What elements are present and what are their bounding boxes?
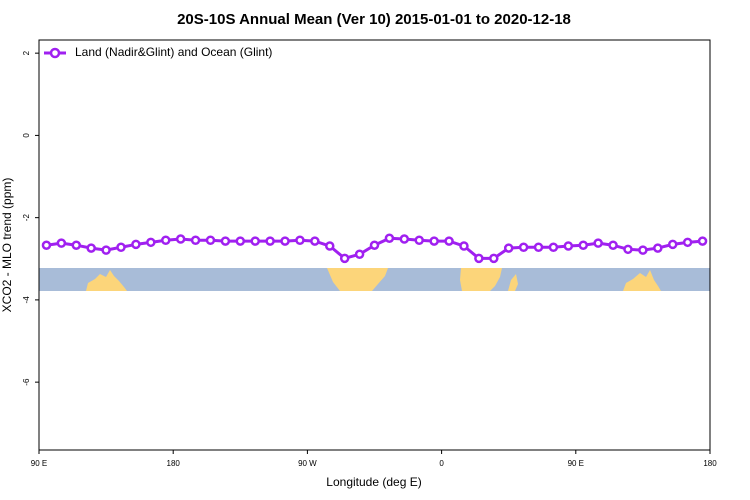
point bbox=[146, 237, 156, 248]
legend: Land (Nadir&Glint) and Ocean (Glint) bbox=[44, 45, 272, 59]
point bbox=[280, 236, 290, 246]
y-axis-label: XCO2 - MLO trend (ppm) bbox=[0, 178, 14, 313]
point bbox=[489, 253, 499, 264]
point bbox=[101, 245, 111, 255]
point bbox=[638, 245, 648, 255]
point bbox=[533, 242, 544, 253]
point bbox=[503, 243, 514, 253]
point bbox=[667, 239, 678, 250]
point bbox=[265, 236, 275, 246]
point bbox=[444, 236, 454, 246]
x-tick-label: 180 bbox=[703, 459, 717, 468]
point bbox=[205, 235, 216, 246]
x-tick-label: 90 W bbox=[298, 459, 317, 468]
point bbox=[474, 253, 484, 264]
point bbox=[593, 238, 603, 248]
y-tick-label: -6 bbox=[22, 378, 31, 386]
x-tick-label: 90 E bbox=[31, 459, 47, 468]
legend-label: Land (Nadir&Glint) and Ocean (Glint) bbox=[75, 45, 272, 59]
point bbox=[310, 236, 320, 246]
point bbox=[563, 241, 574, 251]
map-strip bbox=[39, 268, 710, 291]
point bbox=[697, 236, 708, 246]
y-tick-label: 2 bbox=[22, 50, 31, 55]
point bbox=[369, 240, 380, 250]
point bbox=[384, 233, 395, 243]
point bbox=[608, 240, 618, 250]
point bbox=[250, 236, 260, 246]
x-axis-label: Longitude (deg E) bbox=[326, 475, 421, 489]
point bbox=[548, 242, 559, 253]
point bbox=[682, 237, 693, 248]
point bbox=[325, 241, 335, 251]
plot-frame bbox=[38, 39, 711, 451]
point bbox=[175, 234, 186, 244]
point bbox=[160, 235, 171, 246]
point bbox=[623, 244, 633, 255]
chart-title: 20S-10S Annual Mean (Ver 10) 2015-01-01 … bbox=[177, 11, 571, 28]
point bbox=[399, 234, 410, 244]
legend-marker bbox=[49, 47, 61, 59]
y-tick-label: 0 bbox=[22, 133, 31, 138]
y-tick-label: -4 bbox=[22, 296, 31, 304]
point bbox=[235, 236, 246, 246]
point bbox=[295, 235, 305, 246]
point bbox=[56, 238, 67, 248]
point bbox=[578, 240, 589, 250]
point bbox=[71, 240, 82, 250]
x-tick-label: 0 bbox=[439, 459, 444, 468]
y-tick-label: -2 bbox=[22, 214, 31, 222]
point bbox=[190, 235, 201, 246]
point bbox=[131, 239, 141, 250]
point bbox=[86, 243, 96, 253]
point bbox=[459, 241, 469, 251]
point bbox=[429, 236, 439, 246]
point bbox=[518, 242, 529, 253]
point bbox=[116, 242, 126, 253]
x-tick-label: 90 E bbox=[568, 459, 584, 468]
x-tick-label: 180 bbox=[167, 459, 181, 468]
point bbox=[220, 236, 231, 246]
point bbox=[653, 243, 663, 253]
point bbox=[414, 235, 424, 246]
point bbox=[354, 249, 365, 260]
point bbox=[41, 240, 52, 250]
point bbox=[339, 253, 350, 264]
